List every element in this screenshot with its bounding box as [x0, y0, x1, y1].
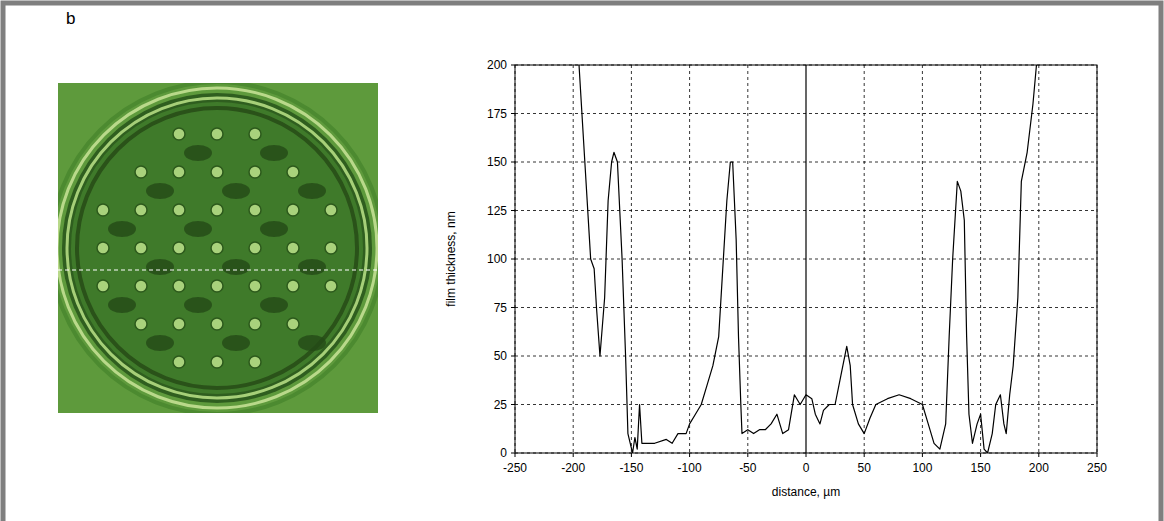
tick [631, 453, 632, 457]
tick-label: 75 [494, 301, 508, 315]
tick [511, 356, 515, 357]
tick-label: 175 [487, 107, 507, 121]
tick-label: -150 [619, 461, 643, 475]
tick-label: -250 [503, 461, 527, 475]
grid [515, 65, 1097, 453]
grid-line [573, 65, 574, 453]
tick [1097, 453, 1098, 457]
tick [980, 453, 981, 457]
tick [511, 65, 515, 66]
axes: -250 -200 -150 -100 -50 0 50 100 150 200 250 0 25 50 7… [487, 58, 1107, 475]
grid-line [515, 404, 1097, 405]
tick [511, 113, 515, 114]
tick-label: 25 [494, 398, 508, 412]
tick [511, 453, 515, 454]
axis-title: film thickness, nm [444, 211, 458, 306]
frame [3, 3, 1161, 521]
tick [511, 210, 515, 211]
tick [511, 404, 515, 405]
tick [922, 453, 923, 457]
tick [511, 307, 515, 308]
tick-label: 50 [858, 461, 872, 475]
tick-label: -50 [739, 461, 757, 475]
tick [515, 453, 516, 457]
tick-label: 150 [971, 461, 991, 475]
tick [511, 259, 515, 260]
tick-label: 150 [487, 155, 507, 169]
axis-title: distance, µm [772, 485, 840, 499]
tick-label: 125 [487, 204, 507, 218]
panel-label: b [66, 9, 75, 28]
tick-label: 0 [500, 446, 507, 460]
tick [689, 453, 690, 457]
grid-line [980, 65, 981, 453]
tick [747, 453, 748, 457]
tick-label: 100 [912, 461, 932, 475]
tick [1038, 453, 1039, 457]
grid-line [515, 259, 1097, 260]
plot-frame [515, 65, 1097, 453]
tick-label: 250 [1087, 461, 1107, 475]
thickness-line [579, 65, 1036, 453]
grid-line [515, 162, 1097, 163]
tick-label: 200 [1029, 461, 1049, 475]
tick [864, 453, 865, 457]
tick-label: 50 [494, 349, 508, 363]
tick-label: 100 [487, 252, 507, 266]
tick-label: 200 [487, 58, 507, 72]
tick [806, 453, 807, 457]
tick-label: -100 [678, 461, 702, 475]
tick [511, 162, 515, 163]
data [579, 65, 1036, 453]
tick [573, 453, 574, 457]
grid-line [515, 113, 1097, 114]
micrograph [51, 82, 383, 414]
grid-line [515, 356, 1097, 357]
grid-line [515, 307, 1097, 308]
figure: b -250 -200 -150 -100 -50 0 50 100 150 200 250 0 25 50… [0, 0, 1164, 521]
tick-label: -200 [561, 461, 585, 475]
grid-line [515, 210, 1097, 211]
grid-line [922, 65, 923, 453]
grid-line [747, 65, 748, 453]
tick-label: 0 [803, 461, 810, 475]
